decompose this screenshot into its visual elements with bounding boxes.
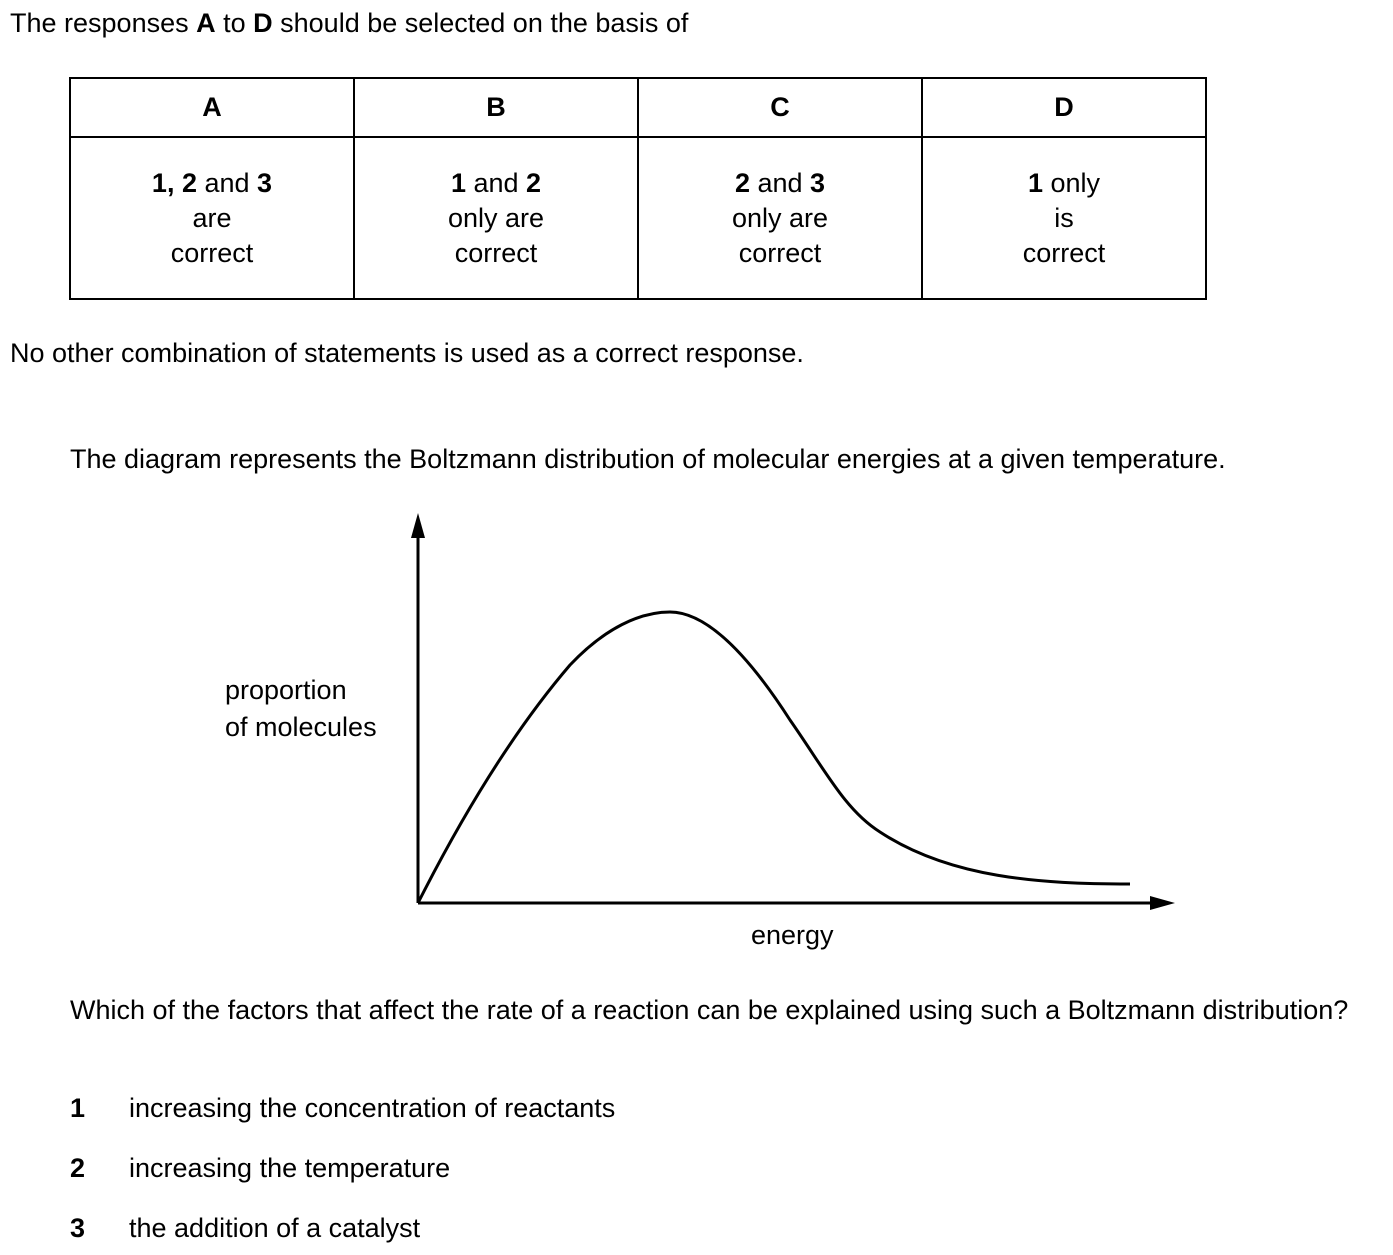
distribution-curve (416, 610, 1131, 904)
key-meaning-d: 1 only is correct (921, 136, 1207, 300)
key-meaning-a: 1, 2 and 3 are correct (69, 136, 355, 300)
key-b-line3: correct (454, 237, 538, 268)
response-key-table: A B C D 1, 2 and 3 are correct 1 and 2 o… (69, 77, 1207, 300)
y-axis-arrowhead (411, 513, 425, 538)
key-c-and: and (749, 167, 811, 198)
statement-1: 1 increasing the concentration of reactan… (70, 1093, 615, 1124)
key-meaning-row: 1, 2 and 3 are correct 1 and 2 only are … (69, 136, 1207, 300)
key-a-line3: correct (170, 237, 254, 268)
question-text: Which of the factors that affect the rat… (70, 995, 1349, 1025)
x-axis-arrowhead (1150, 896, 1175, 910)
key-letter-b: B (353, 77, 639, 138)
x-axis-label: energy (751, 920, 834, 950)
intro-letter-d: D (253, 8, 273, 38)
key-letter-d: D (921, 77, 1207, 138)
note-text: No other combination of statements is us… (10, 338, 804, 368)
key-c-line3: correct (738, 237, 822, 268)
y-axis-label-line1: proportion (225, 675, 347, 705)
key-b-and: and (465, 167, 527, 198)
intro-letter-a: A (196, 8, 216, 38)
diagram-description: The diagram represents the Boltzmann dis… (70, 444, 1226, 474)
key-c-number-last: 3 (810, 167, 826, 198)
key-d-line2: is (1054, 202, 1074, 233)
statement-2-text: increasing the temperature (129, 1153, 451, 1183)
key-a-line2: are (192, 202, 232, 233)
key-b-number-last: 2 (526, 167, 542, 198)
key-meaning-b: 1 and 2 only are correct (353, 136, 639, 300)
key-d-only: only (1042, 167, 1101, 198)
instructions-text: The responses A to D should be selected … (10, 8, 688, 39)
statement-3-number: 3 (70, 1213, 86, 1243)
statement-2: 2 increasing the temperature (70, 1153, 450, 1184)
y-axis-label: proportion of molecules (225, 672, 377, 746)
y-axis-label-line2: of molecules (225, 712, 377, 742)
intro-text-end: should be selected on the basis of (272, 8, 689, 38)
key-d-line3: correct (1022, 237, 1106, 268)
key-a-and: and (196, 167, 258, 198)
key-c-number-first: 2 (734, 167, 750, 198)
statement-2-number: 2 (70, 1153, 86, 1183)
statement-1-number: 1 (70, 1093, 86, 1123)
intro-text-to: to (215, 8, 254, 38)
statement-1-text: increasing the concentration of reactant… (129, 1093, 616, 1123)
key-a-numbers: 1, 2 (151, 167, 197, 198)
key-b-line2: only are (447, 202, 545, 233)
key-letter-c: C (637, 77, 923, 138)
key-a-number-last: 3 (257, 167, 273, 198)
intro-text: The responses (10, 8, 197, 38)
statement-3: 3 the addition of a catalyst (70, 1213, 420, 1244)
key-meaning-c: 2 and 3 only are correct (637, 136, 923, 300)
key-letter-a: A (69, 77, 355, 138)
key-d-number: 1 (1027, 167, 1043, 198)
key-c-line2: only are (731, 202, 829, 233)
statement-3-text: the addition of a catalyst (129, 1213, 421, 1243)
key-header-row: A B C D (69, 77, 1207, 138)
key-b-number-first: 1 (450, 167, 466, 198)
